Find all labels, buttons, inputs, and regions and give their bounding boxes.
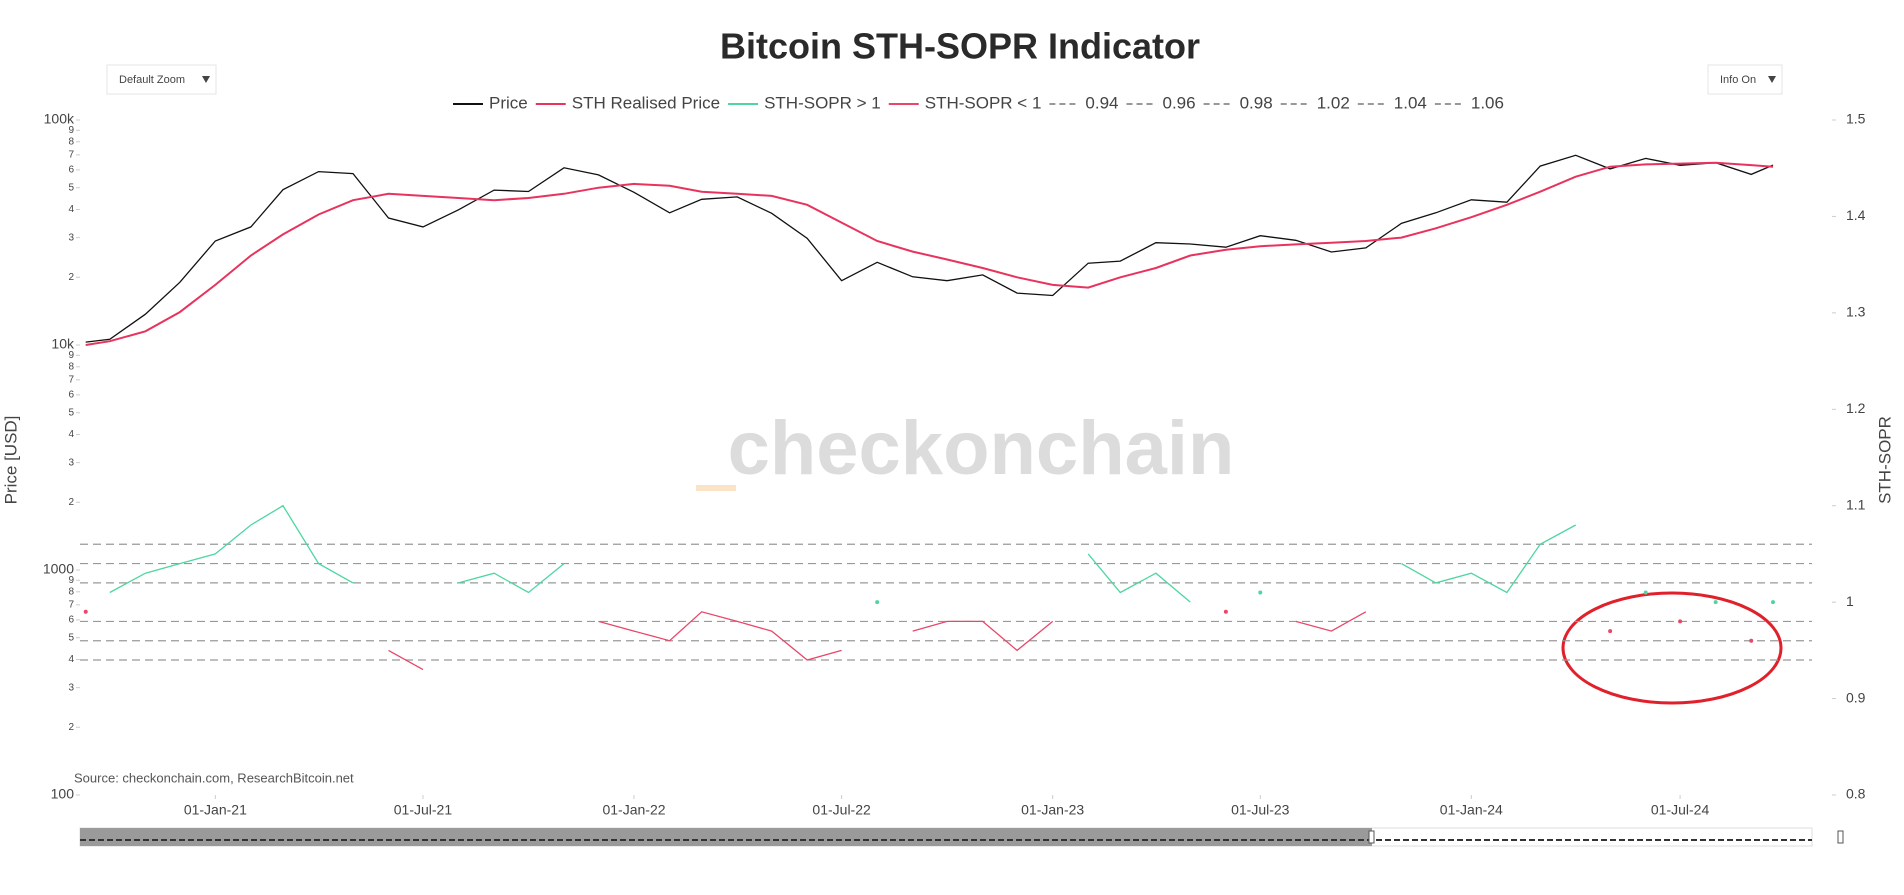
chart-title: Bitcoin STH-SOPR Indicator [720, 26, 1200, 67]
y2-tick-label: 1 [1846, 593, 1854, 609]
series-line [912, 620, 1054, 652]
x-tick-label: 01-Jan-23 [1021, 802, 1084, 818]
y2-tick-label: 0.9 [1846, 689, 1866, 705]
info-button-label[interactable]: Info On [1720, 74, 1756, 86]
series-line [109, 504, 354, 594]
y-tick-label: 100 [51, 786, 75, 802]
legend-label: STH-SOPR < 1 [925, 93, 1042, 112]
x-tick-label: 01-Jan-21 [184, 802, 247, 818]
x-tick-label: 01-Jul-24 [1651, 802, 1710, 818]
y2-tick-label: 0.8 [1846, 786, 1866, 802]
series-line [85, 161, 1774, 346]
legend-label: STH Realised Price [572, 93, 720, 112]
y-tick-label: 2 [68, 497, 74, 508]
x-tick-label: 01-Jul-22 [812, 802, 871, 818]
x-tick-label: 01-Jul-23 [1231, 802, 1290, 818]
y2-tick-label: 1.4 [1846, 207, 1866, 223]
legend: Price STH Realised Price STH-SOPR > 1 STH-S… [453, 93, 1504, 112]
watermark-accent [696, 485, 736, 491]
y-tick-label: 4 [68, 204, 74, 215]
y-tick-label: 3 [68, 457, 74, 468]
series-point [1749, 638, 1754, 643]
y-axis-title: Price [USD] [1, 416, 20, 505]
legend-label: 0.96 [1163, 93, 1196, 112]
y-tick-label: 4 [68, 429, 74, 440]
series-line [1295, 611, 1367, 632]
x-tick-label: 01-Jan-24 [1440, 802, 1503, 818]
y-tick-label: 7 [68, 374, 74, 385]
series-point [1223, 609, 1228, 614]
y-tick-label: 8 [68, 361, 74, 372]
y2-tick-label: 1.2 [1846, 400, 1866, 416]
zoom-button[interactable]: Default Zoom [106, 64, 217, 95]
legend-label: 1.04 [1394, 93, 1427, 112]
series-point [83, 609, 88, 614]
info-button[interactable]: Info On [1707, 64, 1783, 95]
series-line [388, 649, 424, 671]
series-point [1713, 600, 1718, 605]
legend-label: 0.94 [1085, 93, 1118, 112]
range-slider-handle[interactable] [1837, 830, 1844, 844]
y-tick-label: 5 [68, 632, 74, 643]
y2-tick-label: 1.1 [1846, 496, 1866, 512]
y-tick-label: 9 [68, 125, 74, 136]
y-tick-label: 10k [51, 336, 75, 352]
watermark: checkonchain [728, 406, 1235, 491]
series-point [1678, 619, 1683, 624]
series-line [1087, 553, 1191, 603]
x-tick-label: 01-Jul-21 [394, 802, 453, 818]
range-slider-handle[interactable] [1368, 830, 1375, 844]
x-tick-label: 01-Jan-22 [602, 802, 665, 818]
legend-label: 1.06 [1471, 93, 1504, 112]
series-point [875, 600, 880, 605]
highlight-ellipse [1561, 591, 1783, 705]
zoom-button-label[interactable]: Default Zoom [119, 74, 185, 86]
series-line [85, 154, 1774, 343]
range-slider-mask[interactable] [80, 828, 1372, 846]
info-button-box[interactable] [1707, 64, 1783, 95]
series-line [598, 611, 842, 661]
y-tick-label: 5 [68, 182, 74, 193]
y-tick-label: 5 [68, 407, 74, 418]
zoom-button-box[interactable] [106, 64, 217, 95]
y-tick-label: 7 [68, 599, 74, 610]
y-tick-label: 2 [68, 272, 74, 283]
series-point [1643, 590, 1648, 595]
series-line [458, 563, 565, 594]
y-tick-label: 8 [68, 136, 74, 147]
legend-label: 1.02 [1317, 93, 1350, 112]
y-tick-label: 100k [44, 111, 75, 127]
y-tick-label: 3 [68, 232, 74, 243]
y-tick-label: 6 [68, 390, 74, 401]
y-tick-label: 6 [68, 165, 74, 176]
y-tick-label: 9 [68, 350, 74, 361]
y2-axis-title: STH-SOPR [1875, 416, 1894, 504]
y-tick-label: 4 [68, 654, 74, 665]
y-tick-label: 6 [68, 615, 74, 626]
dropdown-arrow[interactable] [1768, 76, 1776, 83]
series-point [1608, 629, 1613, 634]
legend-label: Price [489, 93, 528, 112]
series-point [1258, 590, 1263, 595]
series-point [1771, 600, 1776, 605]
dropdown-arrow[interactable] [202, 76, 210, 83]
y-tick-label: 1000 [43, 561, 74, 577]
y-tick-label: 9 [68, 575, 74, 586]
y-tick-label: 2 [68, 722, 74, 733]
legend-label: STH-SOPR > 1 [764, 93, 881, 112]
y2-tick-label: 1.3 [1846, 304, 1866, 320]
range-slider[interactable] [79, 827, 1844, 847]
y2-tick-label: 1.5 [1846, 111, 1866, 127]
y-tick-label: 7 [68, 149, 74, 160]
series-line [1401, 524, 1577, 594]
source-note: Source: checkonchain.com, ResearchBitcoi… [74, 770, 354, 785]
legend-label: 0.98 [1240, 93, 1273, 112]
y-tick-label: 3 [68, 682, 74, 693]
y-tick-label: 8 [68, 586, 74, 597]
